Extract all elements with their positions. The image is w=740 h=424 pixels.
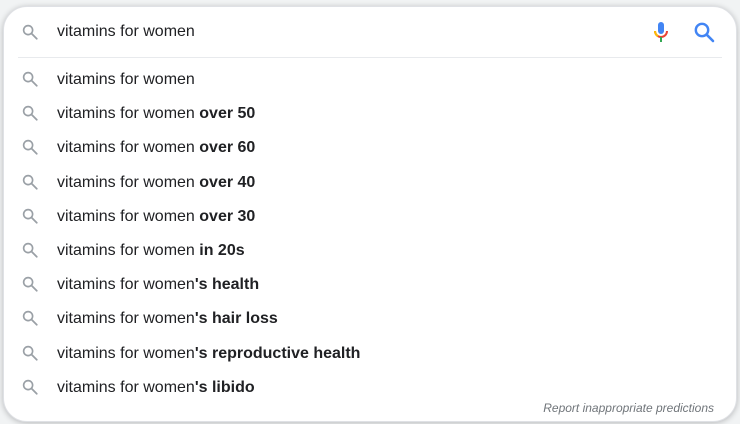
search-icon xyxy=(22,379,38,395)
microphone-icon[interactable] xyxy=(649,20,673,44)
suggestion-item[interactable]: vitamins for women over 60 xyxy=(4,130,736,164)
suggestion-text: vitamins for women's health xyxy=(57,276,260,294)
search-input-row xyxy=(4,7,736,57)
search-icon xyxy=(22,208,38,224)
suggestion-text: vitamins for women xyxy=(57,71,195,88)
search-icon xyxy=(22,345,38,361)
suggestion-item[interactable]: vitamins for women in 20s xyxy=(4,233,736,267)
search-input[interactable] xyxy=(57,19,617,45)
suggestion-item[interactable]: vitamins for women's health xyxy=(4,267,736,301)
suggestion-text: vitamins for women's reproductive health xyxy=(57,344,361,362)
divider xyxy=(18,57,722,58)
search-icon xyxy=(22,24,38,40)
report-predictions-link[interactable]: Report inappropriate predictions xyxy=(543,401,714,415)
suggestion-text: vitamins for women over 50 xyxy=(57,105,256,123)
suggestion-item[interactable]: vitamins for women xyxy=(4,62,736,96)
suggestion-text: vitamins for women over 30 xyxy=(57,207,256,225)
suggestion-item[interactable]: vitamins for women's libido xyxy=(4,370,736,404)
suggestion-item[interactable]: vitamins for women over 30 xyxy=(4,199,736,233)
suggestion-text: vitamins for women's hair loss xyxy=(57,310,278,328)
suggestion-list: vitamins for women vitamins for women ov… xyxy=(4,62,736,404)
search-icon xyxy=(22,71,38,87)
suggestion-item[interactable]: vitamins for women over 40 xyxy=(4,165,736,199)
search-box: vitamins for women vitamins for women ov… xyxy=(3,6,737,422)
suggestion-item[interactable]: vitamins for women's reproductive health xyxy=(4,336,736,370)
suggestion-text: vitamins for women over 60 xyxy=(57,139,256,157)
suggestion-item[interactable]: vitamins for women over 50 xyxy=(4,96,736,130)
search-icon xyxy=(22,140,38,156)
search-icon xyxy=(22,105,38,121)
search-submit-icon[interactable] xyxy=(692,20,716,44)
search-icon xyxy=(22,311,38,326)
suggestion-text: vitamins for women over 40 xyxy=(57,173,256,191)
suggestion-item[interactable]: vitamins for women's hair loss xyxy=(4,301,736,335)
suggestion-text: vitamins for women in 20s xyxy=(57,241,245,259)
search-icon xyxy=(22,242,38,258)
search-icon xyxy=(22,276,38,292)
suggestion-text: vitamins for women's libido xyxy=(57,378,255,396)
search-icon xyxy=(22,174,38,190)
